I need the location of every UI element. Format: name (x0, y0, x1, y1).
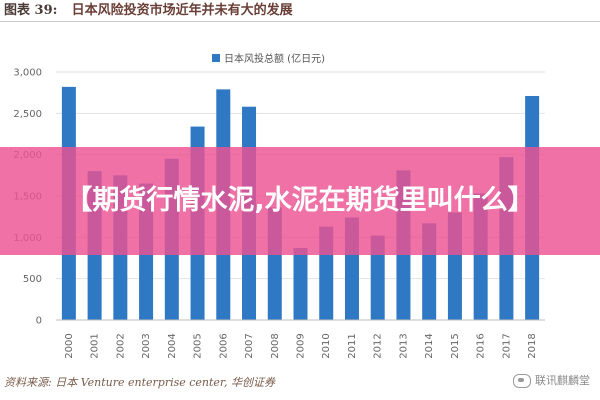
x-tick-label: 2009 (296, 333, 307, 358)
x-tick-label: 2006 (218, 333, 229, 358)
x-tick-label: 2003 (141, 333, 152, 358)
figure-number: 图表 39: (4, 3, 58, 18)
x-tick-label: 2007 (244, 333, 255, 358)
figure-header: 图表 39: 日本风险投资市场近年并未有大的发展 (0, 0, 600, 22)
bar (370, 235, 385, 320)
y-tick-label: 3,000 (13, 68, 42, 79)
legend-label: 日本风投总额 (亿日元) (224, 52, 325, 65)
x-tick-label: 2018 (527, 333, 538, 358)
watermark-text: 联讯麒麟堂 (535, 374, 590, 387)
x-tick-label: 2013 (398, 333, 409, 358)
overlay-banner: 【期货行情水泥,水泥在期货里叫什么】 (0, 147, 600, 255)
wechat-icon (513, 374, 531, 388)
x-tick-label: 2015 (450, 333, 461, 358)
x-tick-label: 2011 (347, 333, 358, 358)
x-tick-label: 2002 (115, 333, 126, 358)
x-tick-label: 2004 (167, 333, 178, 358)
banner-text: 【期货行情水泥,水泥在期货里叫什么】 (65, 185, 535, 216)
x-tick-label: 2012 (373, 333, 384, 358)
y-tick-label: 500 (23, 274, 42, 285)
source-note: 资料来源: 日本 Venture enterprise center, 华创证券 (4, 376, 275, 389)
x-axis-ticks: 2000 2001 2002 2003 2004 2005 2006 2007 2008 2009… (64, 333, 538, 358)
x-tick-label: 2017 (501, 333, 512, 358)
x-tick-label: 2016 (476, 333, 487, 358)
figure-title: 日本风险投资市场近年并未有大的发展 (71, 3, 293, 18)
legend: 日本风投总额 (亿日元) (212, 52, 325, 65)
y-tick-label: 2,500 (13, 109, 42, 120)
x-tick-label: 2014 (424, 333, 435, 358)
bar (293, 248, 308, 320)
x-tick-label: 2008 (270, 333, 281, 358)
x-tick-label: 2010 (321, 333, 332, 358)
x-tick-label: 2000 (64, 333, 75, 358)
x-tick-label: 2001 (90, 333, 101, 358)
x-tick-label: 2005 (193, 333, 204, 358)
y-tick-label: 0 (36, 316, 42, 327)
legend-swatch (212, 54, 220, 62)
watermark: 联讯麒麟堂 (513, 371, 590, 391)
